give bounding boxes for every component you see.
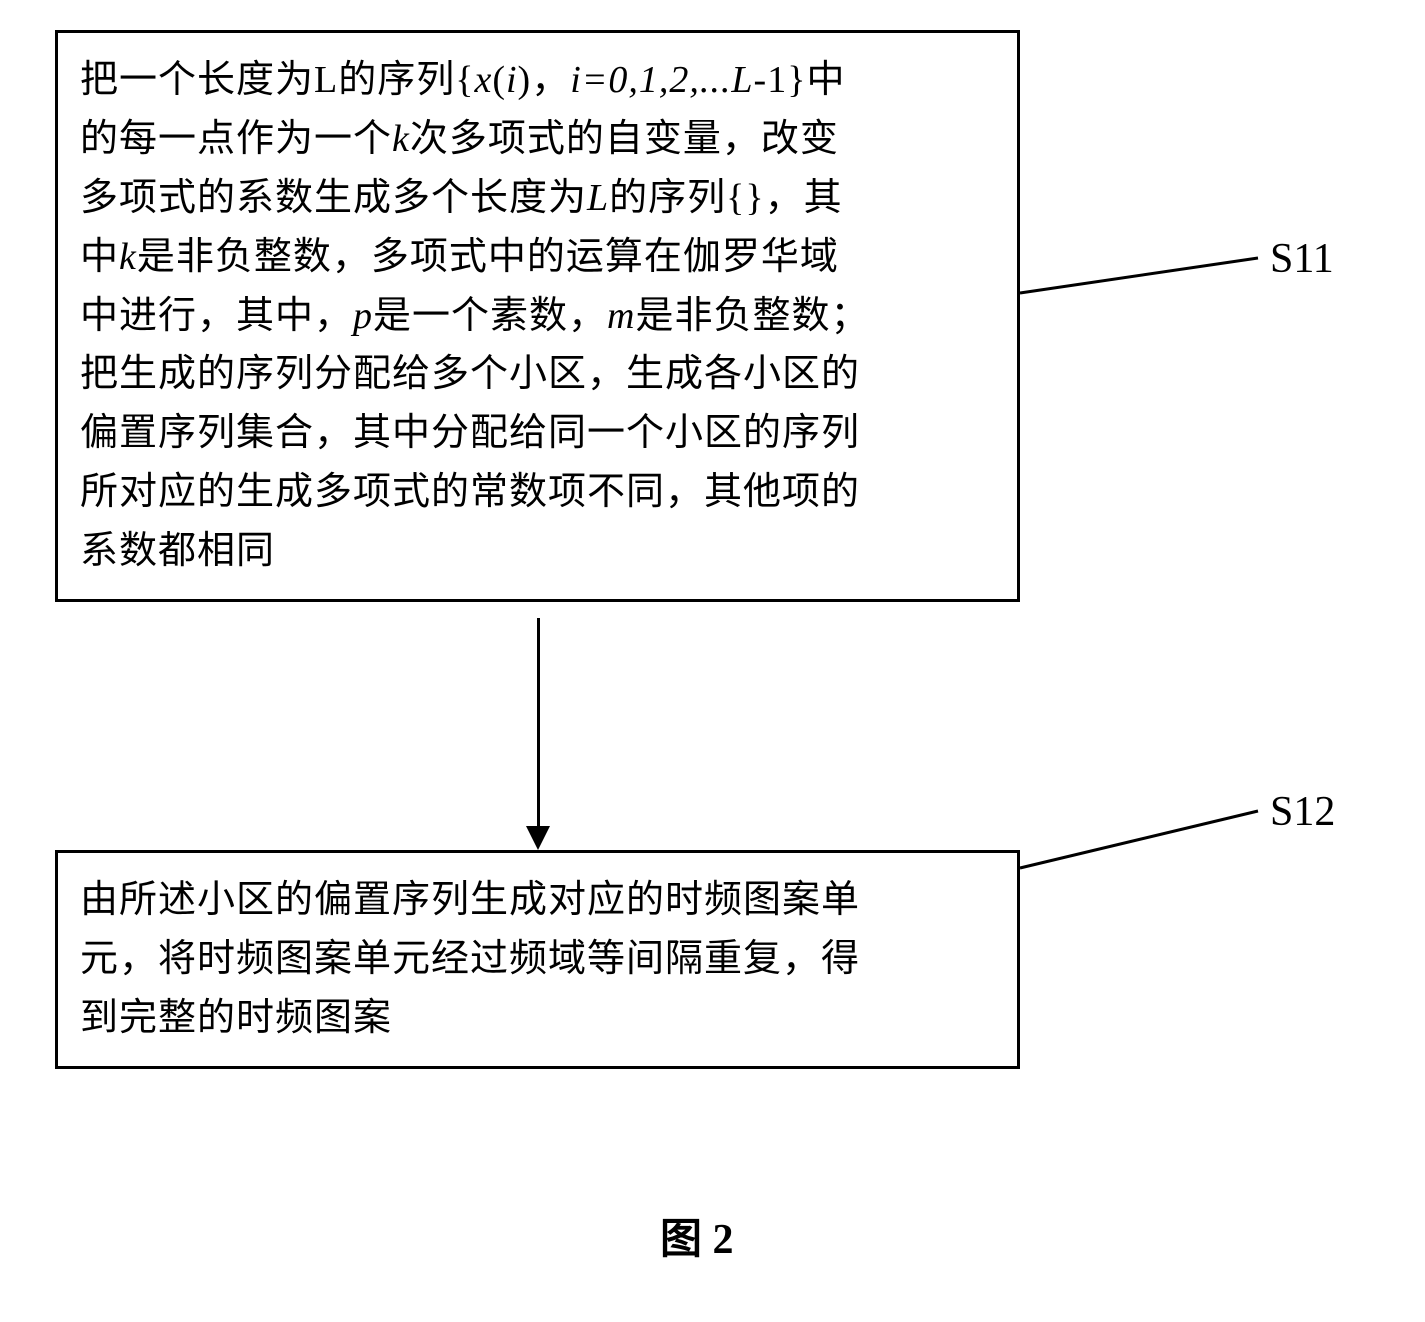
step-label-s12: S12 [1270,788,1335,836]
step-text-s11: 把一个长度为L的序列{x(i)，i=0,1,2,...L-1}中 的每一点作为一… [80,51,995,581]
flowchart-container: 把一个长度为L的序列{x(i)，i=0,1,2,...L-1}中 的每一点作为一… [0,0,1425,1322]
figure-caption: 图 2 [660,1205,734,1266]
step-text-s12: 由所述小区的偏置序列生成对应的时频图案单 元，将时频图案单元经过频域等间隔重复，… [80,871,995,1048]
step-box-s12: 由所述小区的偏置序列生成对应的时频图案单 元，将时频图案单元经过频域等间隔重复，… [55,850,1020,1069]
arrow-head-icon [526,826,550,850]
connector-line-s12 [1020,808,1260,873]
arrow-shaft [537,618,540,828]
step-box-s11: 把一个长度为L的序列{x(i)，i=0,1,2,...L-1}中 的每一点作为一… [55,30,1020,602]
connector-line-s11 [1020,255,1260,305]
step-label-s11: S11 [1270,235,1334,283]
